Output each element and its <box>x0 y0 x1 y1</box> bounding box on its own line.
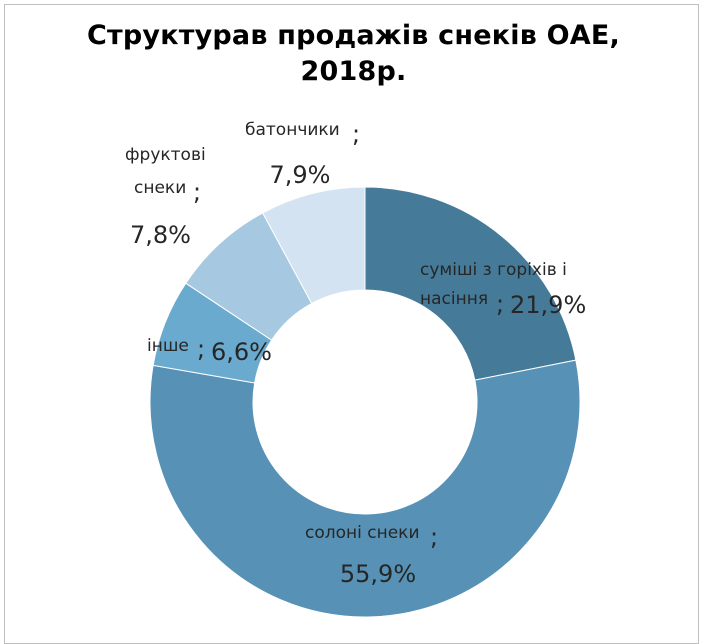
donut-slice <box>149 359 581 618</box>
slice-category-label: солоні снеки <box>305 523 420 543</box>
slice-percent-label: 21,9% <box>510 291 586 319</box>
slice-category-label: снеки <box>134 178 186 198</box>
slice-category-label: насіння <box>420 289 488 309</box>
chart-title: Структурав продажів снеків ОАЕ, 2018р. <box>0 18 707 90</box>
slice-category-label: інше <box>147 336 189 356</box>
slice-category-label: батончики <box>245 120 340 140</box>
label-separator: ; <box>352 120 360 148</box>
slice-category-label: фруктові <box>125 145 206 165</box>
slice-percent-label: 7,9% <box>270 161 331 189</box>
label-separator: ; <box>496 290 504 318</box>
slice-percent-label: 7,8% <box>130 221 191 249</box>
donut-slices <box>149 186 581 618</box>
donut-slice <box>364 186 577 381</box>
donut-slice <box>262 186 366 305</box>
label-separator: ; <box>430 523 438 551</box>
label-separator: ; <box>197 335 205 363</box>
slice-category-label: суміші з горіхів і <box>420 260 567 280</box>
chart-title-line2: 2018р. <box>300 56 407 87</box>
label-separator: ; <box>193 178 201 206</box>
slice-percent-label: 6,6% <box>211 338 272 366</box>
slice-percent-label: 55,9% <box>340 560 416 588</box>
chart-title-line1: Структурав продажів снеків ОАЕ, <box>87 20 620 51</box>
